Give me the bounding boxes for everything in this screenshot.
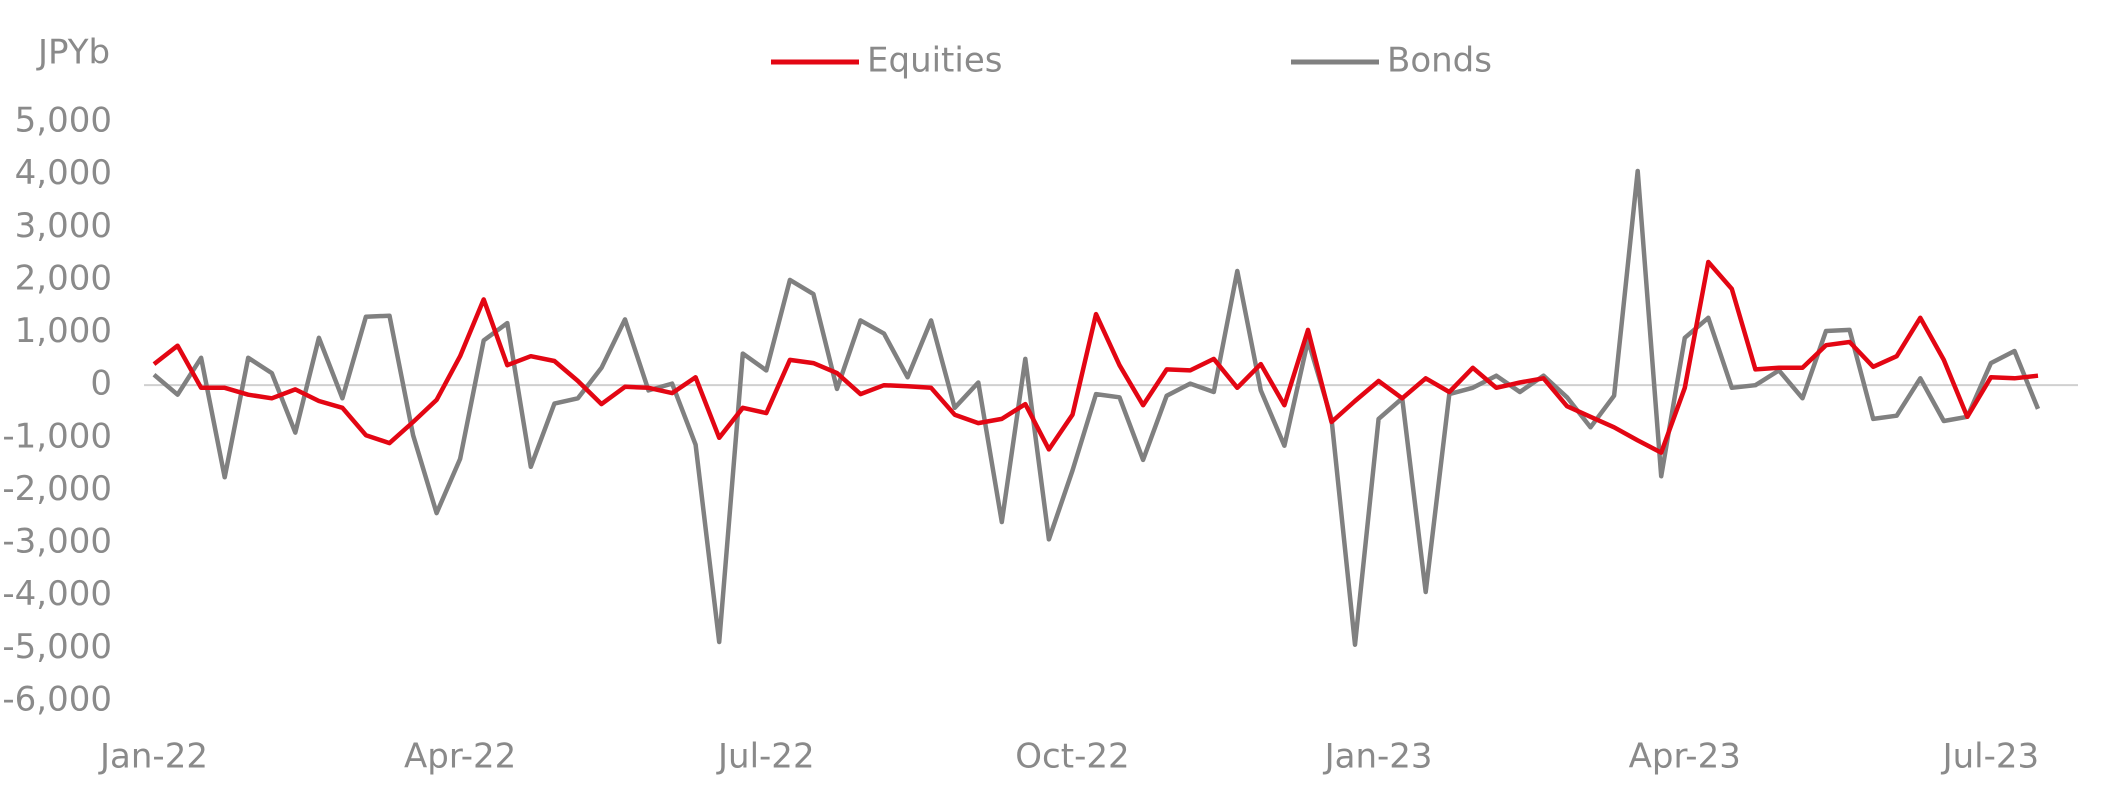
legend-label: Equities (867, 41, 1002, 81)
x-tick-label: Apr-22 (404, 737, 516, 777)
x-tick-label: Oct-22 (1015, 737, 1129, 777)
y-tick-label: -6,000 (2, 680, 112, 720)
x-tick-label: Jul-22 (716, 737, 815, 777)
y-tick-label: -1,000 (2, 416, 112, 456)
y-tick-label: -3,000 (2, 522, 112, 562)
y-tick-label: -5,000 (2, 627, 112, 667)
x-tick-label: Jan-23 (1323, 737, 1433, 777)
legend-label: Bonds (1387, 41, 1492, 81)
y-tick-label: 3,000 (15, 206, 112, 246)
y-tick-label: 0 (90, 364, 112, 404)
y-tick-label: -2,000 (2, 469, 112, 509)
y-tick-label: 5,000 (15, 101, 112, 141)
y-tick-label: 2,000 (15, 258, 112, 298)
line-series (152, 168, 2041, 647)
y-tick-label: -4,000 (2, 574, 112, 614)
x-tick-label: Jan-22 (98, 737, 208, 777)
y-axis-label: JPYb (36, 33, 110, 73)
x-tick-label: Apr-23 (1629, 737, 1741, 777)
y-tick-label: 4,000 (15, 153, 112, 193)
x-tick-label: Jul-23 (1941, 737, 2040, 777)
y-tick-label: 1,000 (15, 311, 112, 351)
line-series (152, 259, 2039, 455)
